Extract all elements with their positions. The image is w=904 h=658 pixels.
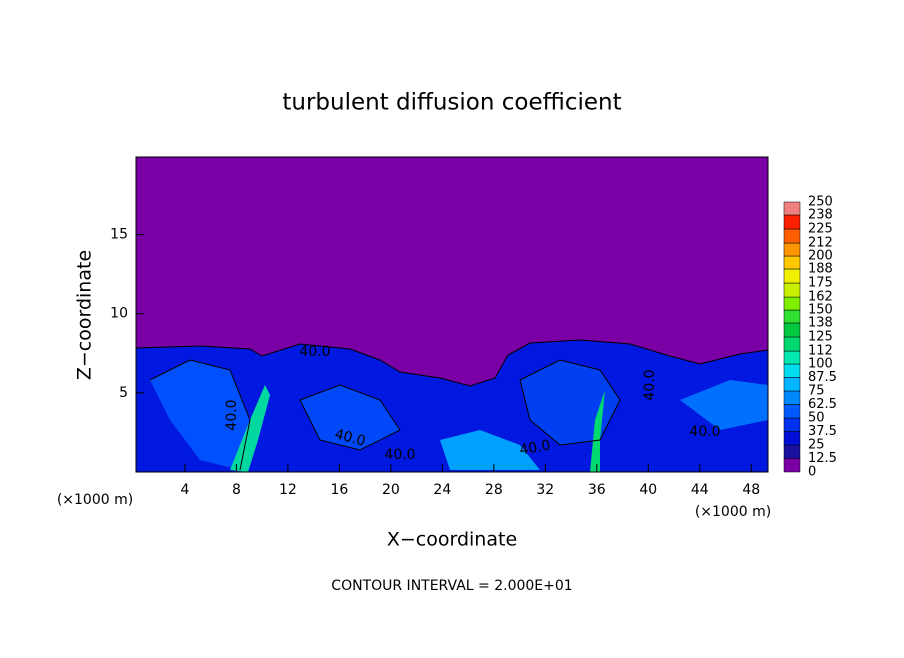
x-tick-label: 24 (433, 482, 451, 498)
plot-frame (135, 156, 769, 473)
colorbar-label: 125 (808, 330, 833, 345)
colorbar-band (783, 309, 801, 324)
x-tick-label: 8 (232, 482, 241, 498)
colorbar-band (783, 390, 801, 405)
eddy (150, 360, 250, 470)
colorbar-label: 162 (808, 290, 833, 305)
colorbar-label: 175 (808, 276, 833, 291)
eddy (590, 390, 605, 472)
x-unit: (×1000 m) (695, 504, 771, 520)
x-tick-label: 48 (742, 482, 760, 498)
eddy (440, 430, 540, 470)
contour-label: 40.0 (333, 426, 367, 450)
y-tick-label: 10 (110, 306, 128, 322)
contour-line (149, 359, 621, 471)
colorbar-band (783, 336, 801, 352)
colorbar-band (783, 322, 801, 338)
eddy (300, 385, 400, 450)
colorbar-label: 87.5 (808, 370, 837, 385)
contour-label: 40.0 (518, 437, 551, 458)
colorbar-band (783, 268, 801, 284)
colorbar-label: 50 (808, 411, 825, 426)
contour-label: 40.0 (642, 369, 658, 400)
y-axis-label: Z−coordinate (74, 250, 96, 380)
colorbar-band (783, 350, 801, 365)
x-unit: (×1000 m) (57, 492, 133, 508)
colorbar-label: 37.5 (808, 424, 837, 439)
contour-label: 40.0 (299, 344, 330, 360)
colorbar-band (783, 228, 801, 244)
colorbar-band (783, 242, 801, 257)
contour-label: 40.0 (689, 424, 720, 440)
colorbar-label: 75 (808, 384, 825, 399)
colorbar-band (783, 201, 801, 216)
eddy (680, 380, 768, 430)
colorbar-band (783, 458, 801, 473)
x-tick-label: 4 (180, 482, 189, 498)
x-tick-label: 12 (279, 482, 297, 498)
field (135, 339, 769, 472)
x-tick-label: 36 (588, 482, 606, 498)
colorbar-label: 25 (808, 438, 825, 453)
chart-title: turbulent diffusion coefficient (282, 90, 621, 116)
x-tick-label: 40 (639, 482, 657, 498)
colorbar-label: 12.5 (808, 451, 837, 466)
contour-label: 40.0 (224, 399, 240, 430)
colorbar-label: 238 (808, 207, 833, 222)
x-tick-label: 28 (485, 482, 503, 498)
colorbar-label: 200 (808, 249, 833, 264)
colorbar-band (783, 296, 801, 311)
colorbar-label: 0 (808, 465, 816, 480)
annotation: CONTOUR INTERVAL = 2.000E+01 (331, 578, 572, 594)
colorbar-label: 100 (808, 357, 833, 372)
colorbar-label: 212 (808, 236, 833, 251)
colorbar-band (783, 404, 801, 419)
x-axis-label: X−coordinate (387, 529, 517, 551)
x-tick-label: 44 (691, 482, 709, 498)
colorbar-label: 150 (808, 303, 833, 318)
eddy (230, 385, 270, 472)
x-tick-label: 20 (382, 482, 400, 498)
colorbar-band (783, 363, 801, 378)
colorbar-label: 62.5 (808, 397, 837, 412)
contour-line (135, 339, 769, 387)
x-tick-label: 32 (536, 482, 554, 498)
colorbar-band (783, 417, 801, 432)
colorbar-label: 225 (808, 222, 833, 237)
y-tick-label: 15 (110, 227, 128, 243)
colorbar-band (783, 214, 801, 230)
x-tick-label: 16 (330, 482, 348, 498)
colorbar-label: 112 (808, 344, 833, 359)
colorbar-label: 188 (808, 261, 833, 276)
turbulent-layer (136, 340, 768, 472)
colorbar-label: 250 (808, 195, 833, 210)
y-tick-label: 5 (119, 385, 128, 401)
colorbar-band (783, 255, 801, 270)
colorbar-band (783, 282, 801, 298)
contour-label: 40.0 (384, 447, 415, 463)
colorbar-band (783, 377, 801, 392)
colorbar-band (783, 444, 801, 459)
colorbar-label: 138 (808, 315, 833, 330)
colorbar-band (783, 431, 801, 446)
